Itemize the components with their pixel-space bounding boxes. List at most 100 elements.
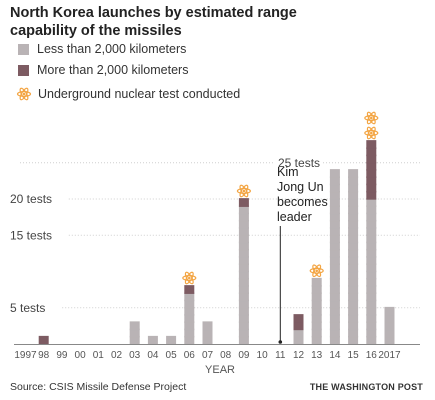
bar-segment-short — [348, 285, 359, 294]
x-tick-label: 14 — [329, 350, 341, 361]
source-note: Source: CSIS Missile Defense Project — [10, 381, 187, 393]
bar-segment-short — [348, 314, 359, 323]
bar-segment-short — [202, 328, 213, 338]
x-tick-label: 12 — [293, 350, 305, 361]
x-tick-label: 04 — [147, 350, 159, 361]
bar-segment-short — [348, 205, 359, 215]
annotation-line: Kim — [277, 165, 299, 179]
bar-segment-short — [329, 314, 340, 323]
bar-segment-short — [129, 328, 140, 338]
bar-segment-short — [348, 248, 359, 258]
legend-item-nuclear: Underground nuclear test conducted — [16, 86, 240, 102]
bar-segment-short — [293, 335, 304, 345]
bar-segment-short — [348, 299, 359, 309]
bar-segment-short — [348, 198, 359, 207]
x-tick-label: 08 — [220, 350, 232, 361]
bar-segment-short — [366, 256, 377, 265]
x-tick-label: 07 — [202, 350, 214, 361]
bar-segment-short — [329, 321, 340, 331]
bar-segment-short — [348, 219, 359, 229]
bar-segment-short — [238, 328, 249, 338]
bar-segment-short — [329, 285, 340, 294]
bar-segment-short — [348, 212, 359, 222]
bar-segment-short — [366, 299, 377, 309]
bar-segment-short — [329, 292, 340, 302]
bar-segment-short — [184, 306, 195, 316]
x-tick-label: 1997 — [14, 350, 37, 361]
legend-swatch-short — [18, 43, 29, 55]
bar-segment-short — [366, 277, 377, 287]
bar-segment-short — [366, 328, 377, 338]
bar-segment-short — [311, 321, 322, 331]
bar-segment-short — [384, 335, 395, 345]
bar-segment-short — [238, 270, 249, 280]
x-tick-label: 15 — [348, 350, 360, 361]
bar-segment-short — [238, 219, 249, 229]
annotation-line: leader — [277, 210, 312, 224]
legend-item-long-range: More than 2,000 kilometers — [18, 63, 188, 77]
bar-segment-short — [311, 292, 322, 302]
bar-segment-short — [129, 321, 140, 331]
bar-segment-short — [329, 263, 340, 273]
bar-segment-short — [348, 277, 359, 287]
annotation-line: Jong Un — [277, 180, 324, 194]
x-tick-label: 11 — [275, 350, 286, 361]
bar-segment-short — [348, 234, 359, 244]
bar-segment-short — [348, 321, 359, 331]
bar-segment-short — [311, 277, 322, 287]
bar-segment-long — [184, 285, 195, 294]
bar-segment-short — [184, 335, 195, 345]
atom-icon — [364, 111, 379, 125]
y-tick-label: 5 tests — [10, 301, 45, 315]
x-tick-label: 2017 — [378, 350, 401, 361]
bar-segment-short — [311, 314, 322, 323]
bar-segment-short — [366, 248, 377, 258]
bar-segment-long — [366, 154, 377, 164]
bar-segment-short — [366, 335, 377, 345]
bar-segment-short — [329, 212, 340, 222]
bar-segment-long — [366, 190, 377, 200]
bar-segment-short — [238, 285, 249, 294]
bar-segment-short — [329, 227, 340, 236]
bar-segment-short — [238, 205, 249, 215]
bar-segment-short — [366, 205, 377, 215]
atom-icon — [364, 126, 379, 140]
annotation-pointer-dot — [278, 340, 283, 344]
annotation-line: becomes — [277, 195, 328, 209]
bar-segment-short — [366, 198, 377, 207]
bar-segment-short — [238, 306, 249, 316]
bar-segment-short — [238, 335, 249, 345]
x-tick-label: 02 — [111, 350, 123, 361]
bar-segment-short — [238, 248, 249, 258]
bar-segment-short — [329, 270, 340, 280]
bar-segment-short — [166, 335, 177, 345]
bar-segment-short — [348, 176, 359, 186]
y-tick-label-background — [275, 154, 323, 170]
bar-segment-short — [329, 248, 340, 258]
legend-item-short-range: Less than 2,000 kilometers — [18, 42, 186, 56]
bar-segment-long — [366, 176, 377, 186]
bar-segment-short — [329, 183, 340, 193]
bar-segment-short — [366, 285, 377, 294]
bar-segment-short — [238, 212, 249, 222]
bar-segment-short — [366, 321, 377, 331]
x-tick-label: 06 — [184, 350, 196, 361]
bar-segment-short — [366, 292, 377, 302]
bar-segment-short — [348, 335, 359, 345]
bar-segment-short — [184, 299, 195, 309]
legend-label-short: Less than 2,000 kilometers — [37, 42, 187, 56]
bar-segment-short — [348, 328, 359, 338]
legend-swatch-long — [18, 64, 29, 76]
bar-segment-long — [38, 335, 49, 345]
bar-segment-short — [311, 306, 322, 316]
bar-segment-short — [348, 183, 359, 193]
bar-segment-short — [329, 169, 340, 178]
x-tick-label: 99 — [56, 350, 68, 361]
legend-label-long: More than 2,000 kilometers — [37, 63, 189, 77]
bar-segment-short — [329, 190, 340, 200]
atom-icon — [182, 271, 197, 285]
bar-segment-short — [348, 169, 359, 178]
x-tick-label: 03 — [129, 350, 141, 361]
bar-segment-short — [348, 306, 359, 316]
